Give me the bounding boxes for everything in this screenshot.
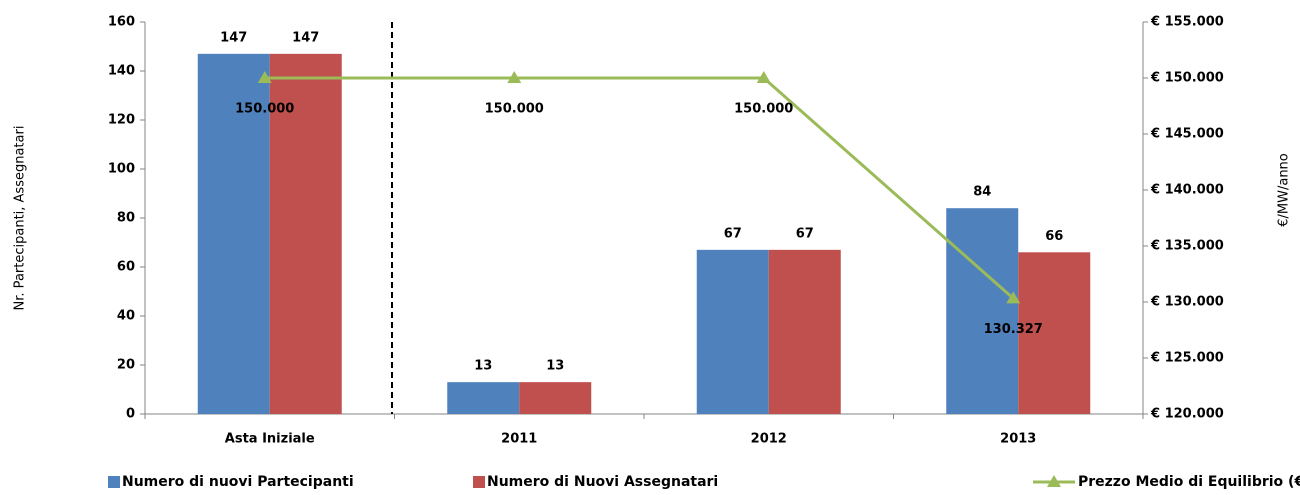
y-axis-label: Nr. Partecipanti, Assegnatari	[13, 126, 28, 311]
y2-tick-label: € 120.000	[1150, 407, 1224, 422]
y2-tick-label: € 145.000	[1150, 127, 1224, 142]
value-label: 147	[292, 30, 319, 45]
value-label: 130.327	[984, 322, 1043, 337]
y-tick-label: 160	[108, 15, 135, 30]
y2-tick-label: € 140.000	[1150, 183, 1224, 198]
bar	[1018, 252, 1091, 414]
x-tick-label: 2013	[1000, 432, 1036, 447]
value-label: 150.000	[235, 102, 294, 117]
value-label: 84	[973, 185, 991, 200]
bar	[269, 53, 342, 414]
value-label: 13	[474, 359, 492, 374]
line-marker	[1006, 291, 1021, 304]
y-tick-label: 120	[108, 113, 135, 128]
y-tick-label: 140	[108, 64, 135, 79]
y2-tick-label: € 125.000	[1150, 351, 1224, 366]
y2-tick-label: € 150.000	[1150, 71, 1224, 86]
legend-swatch	[473, 476, 485, 488]
y-tick-label: 40	[117, 309, 135, 324]
y2-tick-label: € 135.000	[1150, 239, 1224, 254]
bar	[768, 249, 841, 414]
legend-label: Numero di Nuovi Assegnatari	[487, 474, 718, 490]
line-marker	[756, 71, 771, 83]
y-tick-label: 60	[117, 260, 135, 275]
legend-swatch	[1047, 475, 1061, 487]
y-tick-label: 100	[108, 162, 135, 177]
value-label: 13	[546, 359, 564, 374]
y-tick-label: 80	[117, 211, 135, 226]
line-marker	[257, 71, 272, 83]
x-tick-label: Asta Iniziale	[225, 432, 315, 447]
value-label: 147	[220, 30, 247, 45]
legend-swatch	[108, 476, 120, 488]
value-label: 67	[724, 226, 742, 241]
value-label: 150.000	[485, 102, 544, 117]
value-label: 66	[1045, 229, 1063, 244]
bar	[197, 53, 270, 414]
y-tick-label: 0	[126, 407, 135, 422]
x-tick-label: 2011	[501, 432, 537, 447]
legend-label: Prezzo Medio di Equilibrio (€/MW/anno)	[1078, 474, 1300, 490]
y2-axis-label: €/MW/anno	[1277, 153, 1292, 227]
line	[264, 76, 1015, 300]
bar	[946, 208, 1019, 414]
y2-tick-label: € 155.000	[1150, 15, 1224, 30]
value-label: 67	[796, 226, 814, 241]
y-tick-label: 20	[117, 358, 135, 373]
bar	[696, 249, 769, 414]
value-label: 150.000	[734, 102, 793, 117]
line-marker	[507, 71, 522, 83]
y2-tick-label: € 130.000	[1150, 295, 1224, 310]
legend-label: Numero di nuovi Partecipanti	[122, 474, 354, 490]
bar	[447, 382, 520, 414]
x-tick-label: 2012	[751, 432, 787, 447]
bar	[519, 382, 592, 414]
